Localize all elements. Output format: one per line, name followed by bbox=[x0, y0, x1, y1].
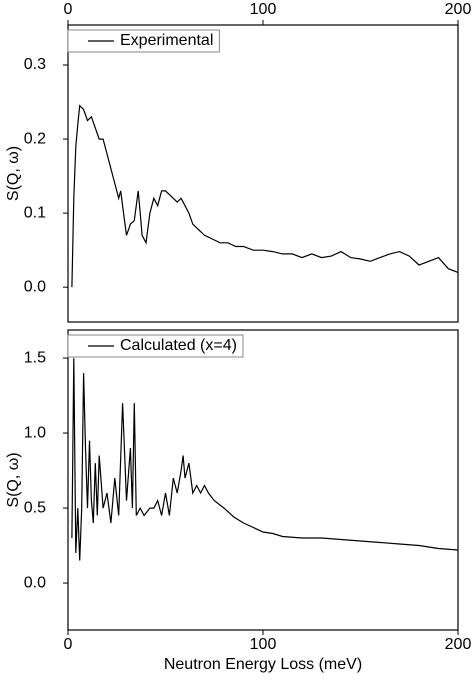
x-axis-label: Neutron Energy Loss (meV) bbox=[164, 656, 362, 673]
legend-label: Experimental bbox=[120, 32, 213, 49]
y-tick-label: 1.5 bbox=[24, 349, 46, 366]
legend-box bbox=[67, 334, 244, 358]
y-tick-label: 0.1 bbox=[24, 204, 46, 221]
y-axis-label: S(Q, ω) bbox=[5, 146, 22, 201]
data-line bbox=[71, 358, 459, 561]
x-tick-label: 0 bbox=[64, 636, 73, 653]
x-tick-label: 100 bbox=[250, 636, 277, 653]
y-axis-label: S(Q, ω) bbox=[5, 452, 22, 507]
y-tick-label: 0.0 bbox=[24, 574, 46, 591]
x-tick-label: 200 bbox=[445, 1, 472, 18]
legend-label: Calculated (x=4) bbox=[120, 337, 237, 354]
x-tick-label: 100 bbox=[250, 1, 277, 18]
y-tick-label: 0.5 bbox=[24, 499, 46, 516]
y-tick-label: 0.2 bbox=[24, 130, 46, 147]
x-tick-label: 200 bbox=[445, 636, 472, 653]
y-tick-label: 1.0 bbox=[24, 424, 46, 441]
plot-frame bbox=[67, 24, 459, 323]
y-tick-label: 0.0 bbox=[24, 278, 46, 295]
plot-frame bbox=[67, 329, 459, 631]
x-tick-label: 0 bbox=[64, 1, 73, 18]
data-line bbox=[71, 104, 459, 288]
y-tick-label: 0.3 bbox=[24, 56, 46, 73]
legend-box bbox=[67, 29, 220, 53]
